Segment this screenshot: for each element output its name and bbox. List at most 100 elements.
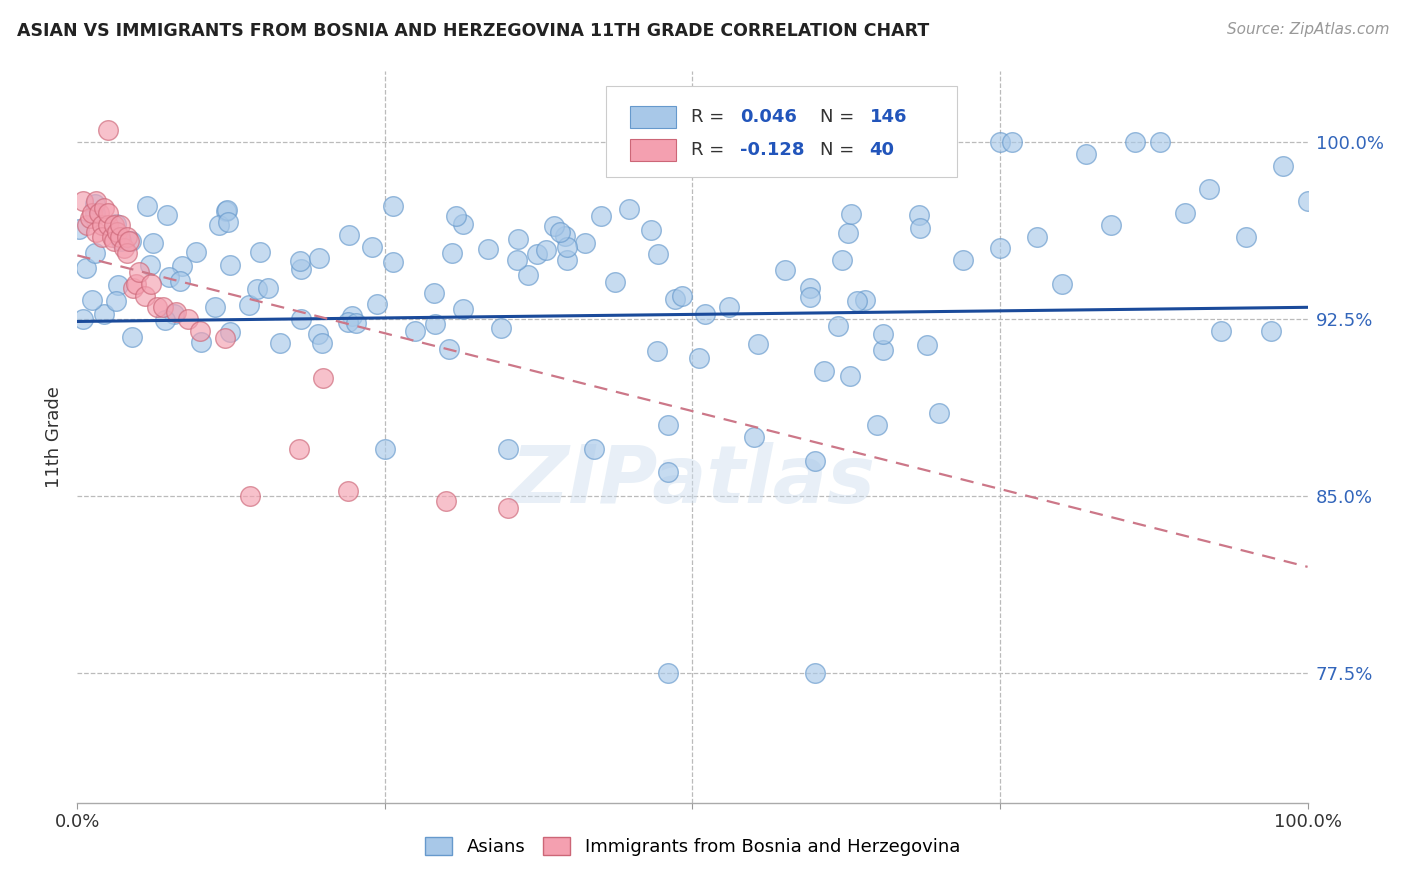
Point <box>831 252 853 267</box>
Point <box>1260 324 1282 338</box>
Point <box>839 207 862 221</box>
Point <box>115 246 138 260</box>
Point <box>90 229 114 244</box>
Point <box>139 258 162 272</box>
Point <box>89 206 111 220</box>
Point <box>988 135 1011 149</box>
Point <box>1001 135 1024 149</box>
Text: N =: N = <box>821 109 860 127</box>
Point <box>136 199 159 213</box>
Point <box>67 222 90 236</box>
Point <box>84 194 107 208</box>
Text: R =: R = <box>692 141 730 159</box>
Point <box>928 407 950 421</box>
Point <box>188 324 212 338</box>
Point <box>1296 194 1319 208</box>
Point <box>671 289 693 303</box>
Point <box>489 320 512 334</box>
Point <box>381 255 404 269</box>
Point <box>110 229 132 244</box>
Point <box>169 275 191 289</box>
Point <box>79 211 101 225</box>
Point <box>105 217 128 231</box>
Point <box>799 281 821 295</box>
Point <box>908 221 931 235</box>
Text: 146: 146 <box>870 109 907 127</box>
Point <box>190 334 212 349</box>
Point <box>496 442 519 456</box>
Point <box>718 301 741 315</box>
Point <box>128 265 150 279</box>
Point <box>307 327 329 342</box>
Point <box>141 277 163 291</box>
Point <box>152 301 174 315</box>
Point <box>76 218 98 232</box>
Point <box>548 226 571 240</box>
FancyBboxPatch shape <box>606 86 957 178</box>
Point <box>605 275 627 289</box>
Point <box>477 242 499 256</box>
Point <box>83 206 105 220</box>
Point <box>75 261 97 276</box>
Point <box>165 305 187 319</box>
Point <box>246 282 269 296</box>
Point <box>804 666 827 681</box>
Point <box>747 337 769 351</box>
Point <box>645 344 668 359</box>
FancyBboxPatch shape <box>630 106 676 128</box>
Point <box>146 301 169 315</box>
Point <box>695 307 717 321</box>
Point <box>516 268 538 283</box>
Point <box>105 294 128 309</box>
Point <box>453 218 475 232</box>
Point <box>121 281 143 295</box>
Point <box>101 229 124 244</box>
Point <box>908 208 931 222</box>
Point <box>238 298 260 312</box>
Point <box>496 500 519 515</box>
Y-axis label: 11th Grade: 11th Grade <box>45 386 63 488</box>
Point <box>103 234 125 248</box>
Point <box>83 197 105 211</box>
Point <box>218 258 240 272</box>
Point <box>118 234 141 248</box>
Point <box>647 247 669 261</box>
Point <box>845 293 868 308</box>
Point <box>157 269 180 284</box>
Point <box>444 210 467 224</box>
Point <box>134 288 156 302</box>
Point <box>239 489 262 503</box>
Point <box>657 666 679 681</box>
Point <box>110 234 132 248</box>
Point <box>177 312 200 326</box>
Point <box>534 243 557 257</box>
Text: N =: N = <box>821 141 860 159</box>
Point <box>506 252 529 267</box>
Point <box>664 292 686 306</box>
Point <box>215 204 238 219</box>
Point <box>142 235 165 250</box>
Point <box>555 253 578 268</box>
Point <box>288 253 311 268</box>
Point <box>311 335 333 350</box>
Point <box>1149 135 1171 149</box>
Point <box>93 307 115 321</box>
Point <box>340 310 363 324</box>
Point <box>688 351 710 365</box>
Point <box>110 218 132 232</box>
Point <box>988 241 1011 255</box>
Point <box>93 201 115 215</box>
Point <box>589 209 612 223</box>
Point <box>425 317 447 331</box>
Point <box>1026 229 1049 244</box>
Point <box>1050 277 1073 291</box>
Point <box>555 239 578 253</box>
Point <box>82 206 104 220</box>
Point <box>97 123 120 137</box>
Point <box>1099 218 1122 232</box>
Text: -0.128: -0.128 <box>741 141 804 159</box>
Point <box>657 466 679 480</box>
Point <box>872 343 894 357</box>
Point <box>839 368 862 383</box>
Point <box>543 219 565 233</box>
